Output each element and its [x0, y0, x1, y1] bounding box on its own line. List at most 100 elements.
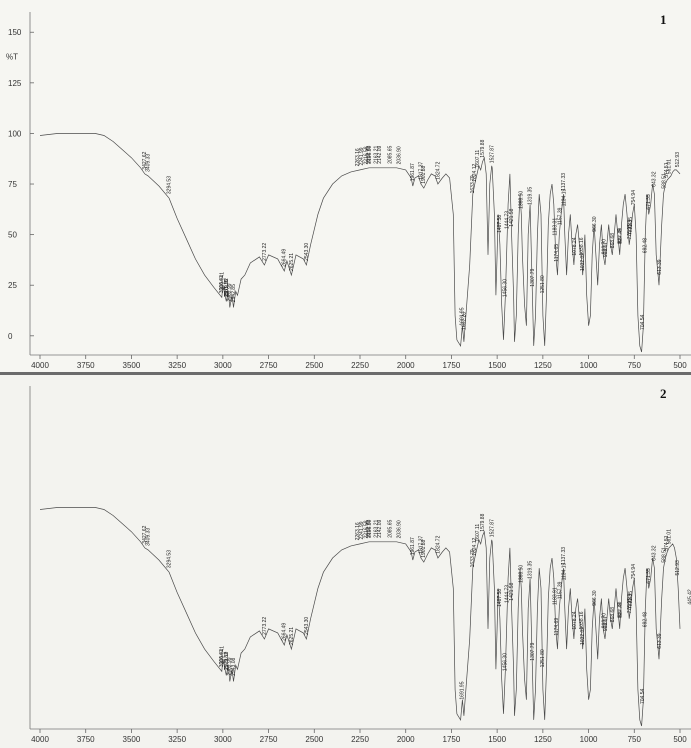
peak-label: 1487.58: [497, 215, 503, 233]
x-tick-label: 1000: [580, 735, 598, 744]
peak-label: 1456.30: [503, 653, 509, 671]
peak-label: 2036.90: [397, 520, 403, 538]
x-tick-label: 3500: [123, 361, 141, 370]
peak-label: 3006.42: [219, 649, 225, 667]
peak-label: 1444.73: [505, 211, 511, 229]
peak-label: 2979.82: [224, 652, 230, 670]
peak-label: 771.35: [628, 591, 634, 607]
panel-number: 2: [660, 386, 667, 401]
peak-label: 643.32: [651, 545, 657, 561]
peak-label: 1319.35: [528, 561, 534, 579]
peak-label: 2773.22: [262, 243, 268, 261]
peak-label: 2036.90: [397, 146, 403, 164]
peak-label: 1487.58: [497, 589, 503, 607]
peak-label: 1251.80: [540, 649, 546, 667]
peak-label: 3427.62: [142, 151, 148, 169]
y-tick-label: 0: [8, 332, 13, 341]
peak-label: 2263.16: [355, 522, 361, 540]
x-tick-label: 500: [673, 361, 687, 370]
peak-label: 827.40: [618, 601, 624, 617]
peak-label: 3409.33: [146, 528, 152, 546]
peak-label: 512.93: [675, 560, 681, 576]
peak-label: 588.51: [661, 173, 667, 189]
peak-label: 1134.19: [562, 562, 568, 580]
y-tick-label: 25: [8, 281, 17, 290]
x-tick-label: 1500: [488, 361, 506, 370]
peak-label: 671.35: [646, 568, 652, 584]
peak-label: 1682.26: [461, 312, 467, 330]
peak-label: 1137.33: [561, 173, 567, 191]
peak-label: 773.49: [628, 593, 634, 609]
x-tick-label: 3750: [77, 735, 95, 744]
peak-label: 643.32: [651, 171, 657, 187]
peak-label: 588.51: [661, 547, 667, 563]
x-tick-label: 750: [628, 361, 642, 370]
peak-label: 1824.72: [435, 161, 441, 179]
peak-label: 3409.33: [146, 154, 152, 172]
peak-label: 908.07: [603, 616, 609, 632]
peak-label: 1444.73: [505, 585, 511, 603]
peak-label: 2196.90: [367, 520, 373, 538]
x-tick-label: 2000: [397, 735, 415, 744]
peak-label: 827.79: [618, 229, 624, 245]
peak-label: 2196.90: [367, 146, 373, 164]
y-tick-label: 125: [8, 79, 22, 88]
peak-label: 1901.88: [421, 540, 427, 558]
peak-label: 868.68: [610, 607, 616, 623]
x-tick-label: 750: [628, 735, 642, 744]
y-axis-label: %T: [6, 53, 18, 62]
peak-label: 2163.21: [373, 146, 379, 164]
x-tick-label: 3000: [214, 361, 232, 370]
spectrum-panel-2: 4000 3750 3500 3250 3000 2750 2500 2250 2000 1750…: [0, 374, 691, 748]
peak-label: 966.30: [592, 590, 598, 606]
peak-label: 574.51: [664, 535, 670, 551]
peak-label: 561.01: [666, 529, 672, 545]
peak-label: 1157.39: [557, 581, 563, 599]
peak-label: 2263.16: [355, 148, 361, 166]
peak-label: 1624.12: [472, 164, 478, 182]
ir-spectrum-chart-1: 0 25 50 75 100 125 150 %T 4000 3750 3500 3250 3000 27…: [6, 12, 691, 370]
y-tick-label: 50: [8, 231, 17, 240]
spectrum-line: [39, 507, 681, 727]
x-tick-label: 3250: [168, 735, 186, 744]
x-tick-label: 2500: [305, 361, 323, 370]
peak-label: 2664.49: [282, 623, 288, 641]
peak-label: 2962.99: [227, 283, 233, 301]
peak-label: 1961.87: [410, 537, 416, 555]
peak-label: 2543.30: [304, 617, 310, 635]
peak-label: 2664.49: [282, 249, 288, 267]
x-tick-label: 2250: [351, 361, 369, 370]
peak-label: 966.30: [592, 216, 598, 232]
peak-label: 2202.72: [366, 146, 372, 164]
peak-label: 613.39: [657, 633, 663, 649]
peak-label: 445.42: [688, 589, 691, 605]
peak-label: 2216.58: [364, 520, 370, 538]
peak-label: 1137.33: [561, 547, 567, 565]
peak-label: 3004.41: [220, 646, 226, 664]
peak-label: 1183.91: [552, 587, 558, 605]
x-tick-label: 2250: [351, 735, 369, 744]
x-tick-label: 2000: [397, 361, 415, 370]
peak-label: 1174.65: [554, 244, 560, 262]
peak-label: 1961.87: [410, 163, 416, 181]
peak-label: 868.68: [610, 233, 616, 249]
peak-label: 512.93: [675, 152, 681, 168]
x-tick-label: 3000: [214, 735, 232, 744]
x-tick-label: 1750: [443, 735, 461, 744]
peak-label: 1038.16: [579, 237, 585, 255]
peak-label: 613.39: [657, 259, 663, 275]
peak-label: 2625.21: [289, 627, 295, 645]
peak-label: 692.48: [642, 238, 648, 254]
peak-label: 2085.65: [388, 146, 394, 164]
peak-label: 773.49: [628, 219, 634, 235]
peak-label: 1607.11: [475, 150, 481, 168]
peak-label: 574.51: [664, 162, 670, 178]
peak-label: 3004.41: [220, 272, 226, 290]
peak-label: 2085.65: [388, 520, 394, 538]
ir-spectrum-chart-2: 4000 3750 3500 3250 3000 2750 2500 2250 2000 1750…: [29, 386, 691, 744]
peak-label: 2773.22: [262, 617, 268, 635]
panel-divider: [0, 372, 691, 375]
peak-label: 1134.19: [562, 188, 568, 206]
peak-label: 1691.95: [460, 307, 466, 325]
peak-label: 1307.79: [530, 642, 536, 660]
